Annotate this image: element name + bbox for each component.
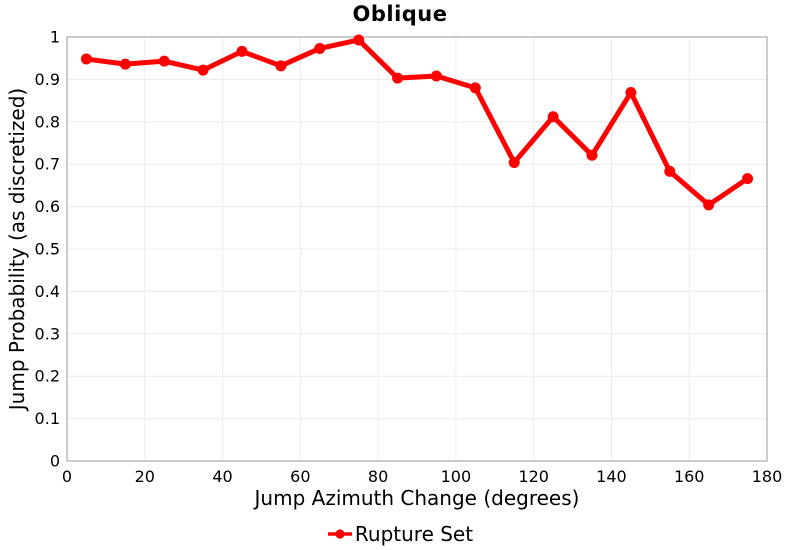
- series-line: [83, 37, 751, 208]
- data-point: [353, 34, 365, 46]
- data-point: [664, 165, 676, 177]
- x-tick-label: 0: [62, 467, 72, 486]
- y-tick-label: 1: [50, 28, 60, 47]
- y-tick-label: 0: [50, 452, 60, 471]
- chart-title: Oblique: [352, 2, 448, 26]
- y-tick-label: 0.1: [35, 409, 60, 428]
- data-point: [547, 111, 559, 123]
- x-tick-label: 120: [518, 467, 549, 486]
- x-tick-label: 140: [596, 467, 627, 486]
- x-tick-label: 160: [674, 467, 705, 486]
- y-tick-label: 0.5: [35, 240, 60, 259]
- data-point: [80, 53, 92, 65]
- data-point: [275, 60, 287, 72]
- x-tick-label: 20: [135, 467, 155, 486]
- y-tick-label: 0.9: [35, 70, 60, 89]
- data-point: [508, 157, 520, 169]
- data-point: [742, 173, 754, 185]
- data-point: [197, 64, 209, 76]
- y-tick-label: 0.3: [35, 324, 60, 343]
- x-tick-label: 40: [212, 467, 232, 486]
- data-point: [158, 55, 170, 67]
- data-point: [314, 42, 326, 54]
- legend: Rupture Set: [0, 520, 800, 548]
- x-axis-title: Jump Azimuth Change (degrees): [254, 486, 580, 510]
- y-tick-label: 0.4: [35, 282, 60, 301]
- y-tick-label: 0.8: [35, 112, 60, 131]
- plot-border: [66, 36, 768, 462]
- x-tick-label: 100: [441, 467, 472, 486]
- y-tick-label: 0.6: [35, 197, 60, 216]
- x-tick-label: 80: [368, 467, 388, 486]
- data-point: [586, 149, 598, 161]
- legend-label: Rupture Set: [354, 522, 474, 546]
- data-point: [625, 87, 637, 99]
- x-tick-label: 60: [290, 467, 310, 486]
- data-point: [119, 58, 131, 70]
- data-point: [236, 45, 248, 57]
- x-tick-label: 180: [752, 467, 783, 486]
- data-point: [703, 199, 715, 211]
- data-point: [469, 82, 481, 94]
- data-point: [430, 70, 442, 82]
- y-tick-label: 0.2: [35, 367, 60, 386]
- data-point: [392, 72, 404, 84]
- legend-line-marker-icon: [327, 529, 352, 539]
- y-tick-label: 0.7: [35, 155, 60, 174]
